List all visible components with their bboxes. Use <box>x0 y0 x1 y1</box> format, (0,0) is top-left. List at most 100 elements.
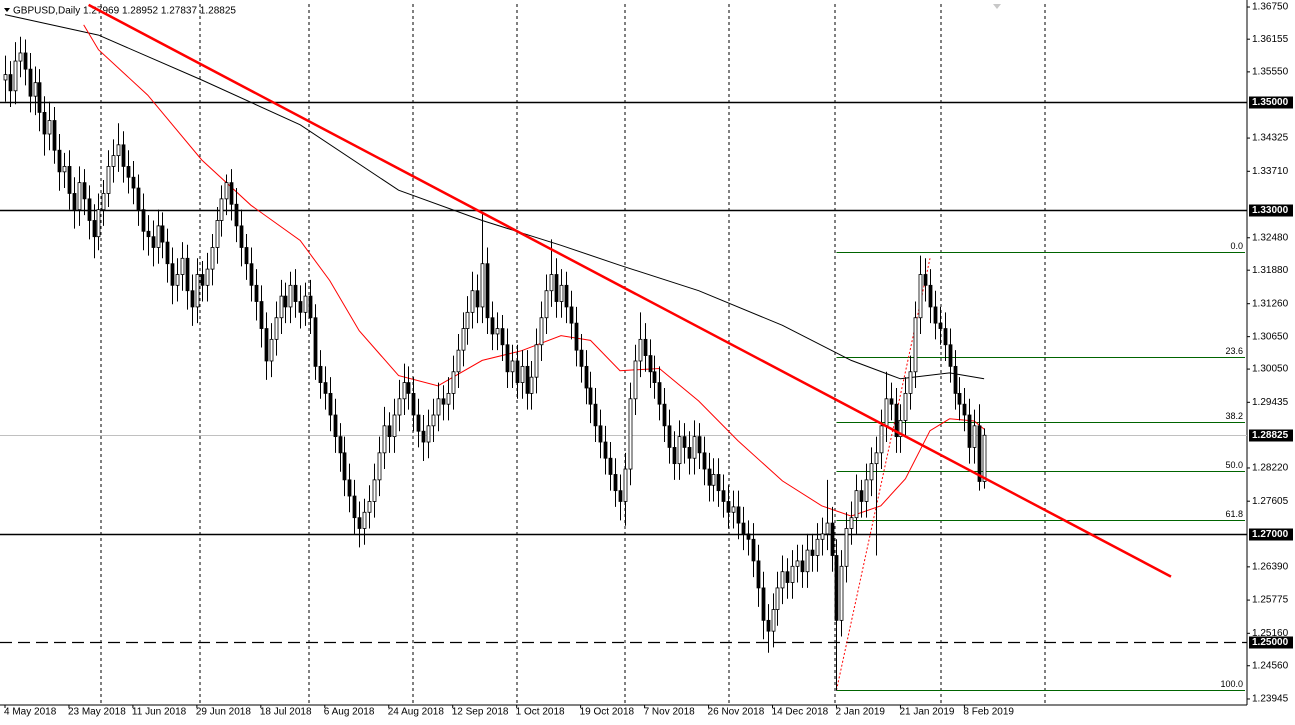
y-tick-label: 1.27605 <box>1252 496 1289 507</box>
candle-body <box>28 68 33 97</box>
candle-body <box>18 52 23 62</box>
candle-body <box>313 317 318 367</box>
candle-body <box>633 360 638 400</box>
candle-body <box>775 587 780 610</box>
candle-body <box>3 74 8 81</box>
candle-body <box>451 371 456 394</box>
candle-body <box>480 263 485 308</box>
candle-body <box>756 560 761 589</box>
y-tick-label: 1.29435 <box>1252 397 1289 408</box>
candle-body <box>106 166 111 194</box>
candle-body <box>726 501 731 513</box>
trendline <box>88 3 1172 578</box>
fib-label: 61.8 <box>1225 509 1243 519</box>
fib-label: 100.0 <box>1220 679 1243 689</box>
candle-body <box>879 425 884 454</box>
chart-title: GBPUSD,Daily 1.27969 1.28952 1.27837 1.2… <box>13 6 236 17</box>
candle-body <box>318 365 323 383</box>
candle-body <box>219 198 224 221</box>
candle-body <box>264 328 269 362</box>
candle-body <box>564 284 569 308</box>
candle-body <box>510 360 515 373</box>
candle-body <box>397 398 402 416</box>
level-label: 1.33000 <box>1252 205 1289 216</box>
x-tick-label: 24 Aug 2018 <box>388 707 445 718</box>
candle-body <box>972 425 977 448</box>
candle-body <box>151 236 156 248</box>
candle-body <box>923 274 928 286</box>
candle-body <box>908 371 913 394</box>
candle-body <box>274 317 279 340</box>
candle-body <box>431 414 436 427</box>
candle-body <box>165 241 170 265</box>
candle-body <box>579 349 584 367</box>
candle-body <box>82 182 87 200</box>
candle-body <box>382 425 387 454</box>
candle-body <box>569 306 574 324</box>
y-tick-label: 1.25775 <box>1252 595 1289 606</box>
candle-body <box>259 301 264 329</box>
fib-label: 38.2 <box>1225 411 1243 421</box>
y-tick-label: 1.28220 <box>1252 463 1289 474</box>
y-tick-label: 1.30050 <box>1252 364 1289 375</box>
y-tick-label: 1.31260 <box>1252 298 1289 309</box>
y-tick-label: 1.23945 <box>1252 694 1289 705</box>
candle-body <box>234 203 239 227</box>
y-tick-label: 1.33710 <box>1252 166 1289 177</box>
candle-body <box>244 247 249 265</box>
shift-marker <box>993 4 1001 9</box>
candle-body <box>702 452 707 470</box>
title-marker <box>4 8 10 12</box>
candle-body <box>692 436 697 459</box>
candle-body <box>662 403 667 427</box>
candle-body <box>810 549 815 556</box>
x-tick-label: 23 May 2018 <box>68 707 126 718</box>
moving-average <box>83 24 985 517</box>
candle-body <box>707 468 712 486</box>
x-tick-label: 4 May 2018 <box>4 707 57 718</box>
candle-body <box>849 517 854 529</box>
candle-body <box>894 403 899 438</box>
x-tick-label: 7 Nov 2018 <box>644 707 696 718</box>
candle-body <box>638 338 643 362</box>
candle-body <box>175 274 180 286</box>
candle-body <box>982 434 987 482</box>
level-label-box <box>1249 636 1293 649</box>
candle-body <box>352 495 357 519</box>
candle-body <box>249 263 254 286</box>
candle-body <box>500 328 505 346</box>
candle-body <box>918 274 923 319</box>
candle-body <box>889 398 894 405</box>
candle-body <box>830 522 835 556</box>
candle-body <box>731 506 736 513</box>
candle-body <box>67 166 72 194</box>
candle-body <box>903 392 908 421</box>
candle-body <box>190 290 195 308</box>
candle-body <box>406 382 411 394</box>
fib-label: 23.6 <box>1225 346 1243 356</box>
candle-body <box>52 120 57 151</box>
level-label-box <box>1249 429 1293 442</box>
candle-body <box>402 382 407 400</box>
y-tick-label: 1.30650 <box>1252 331 1289 342</box>
candle-body <box>308 295 313 319</box>
candle-body <box>465 311 470 329</box>
candle-body <box>534 344 539 378</box>
level-label-box <box>1249 204 1293 217</box>
candle-body <box>87 198 92 221</box>
candle-body <box>293 284 298 302</box>
candle-body <box>77 182 82 211</box>
candle-body <box>357 517 362 529</box>
candle-body <box>948 344 953 367</box>
candle-body <box>559 284 564 302</box>
candle-body <box>608 457 613 475</box>
x-tick-label: 29 Jun 2018 <box>196 707 251 718</box>
candle-body <box>229 182 234 205</box>
x-tick-label: 19 Oct 2018 <box>580 707 635 718</box>
candle-body <box>131 176 136 189</box>
candle-body <box>372 479 377 502</box>
candle-body <box>392 414 397 438</box>
candle-body <box>57 149 62 173</box>
candle-body <box>323 382 328 394</box>
